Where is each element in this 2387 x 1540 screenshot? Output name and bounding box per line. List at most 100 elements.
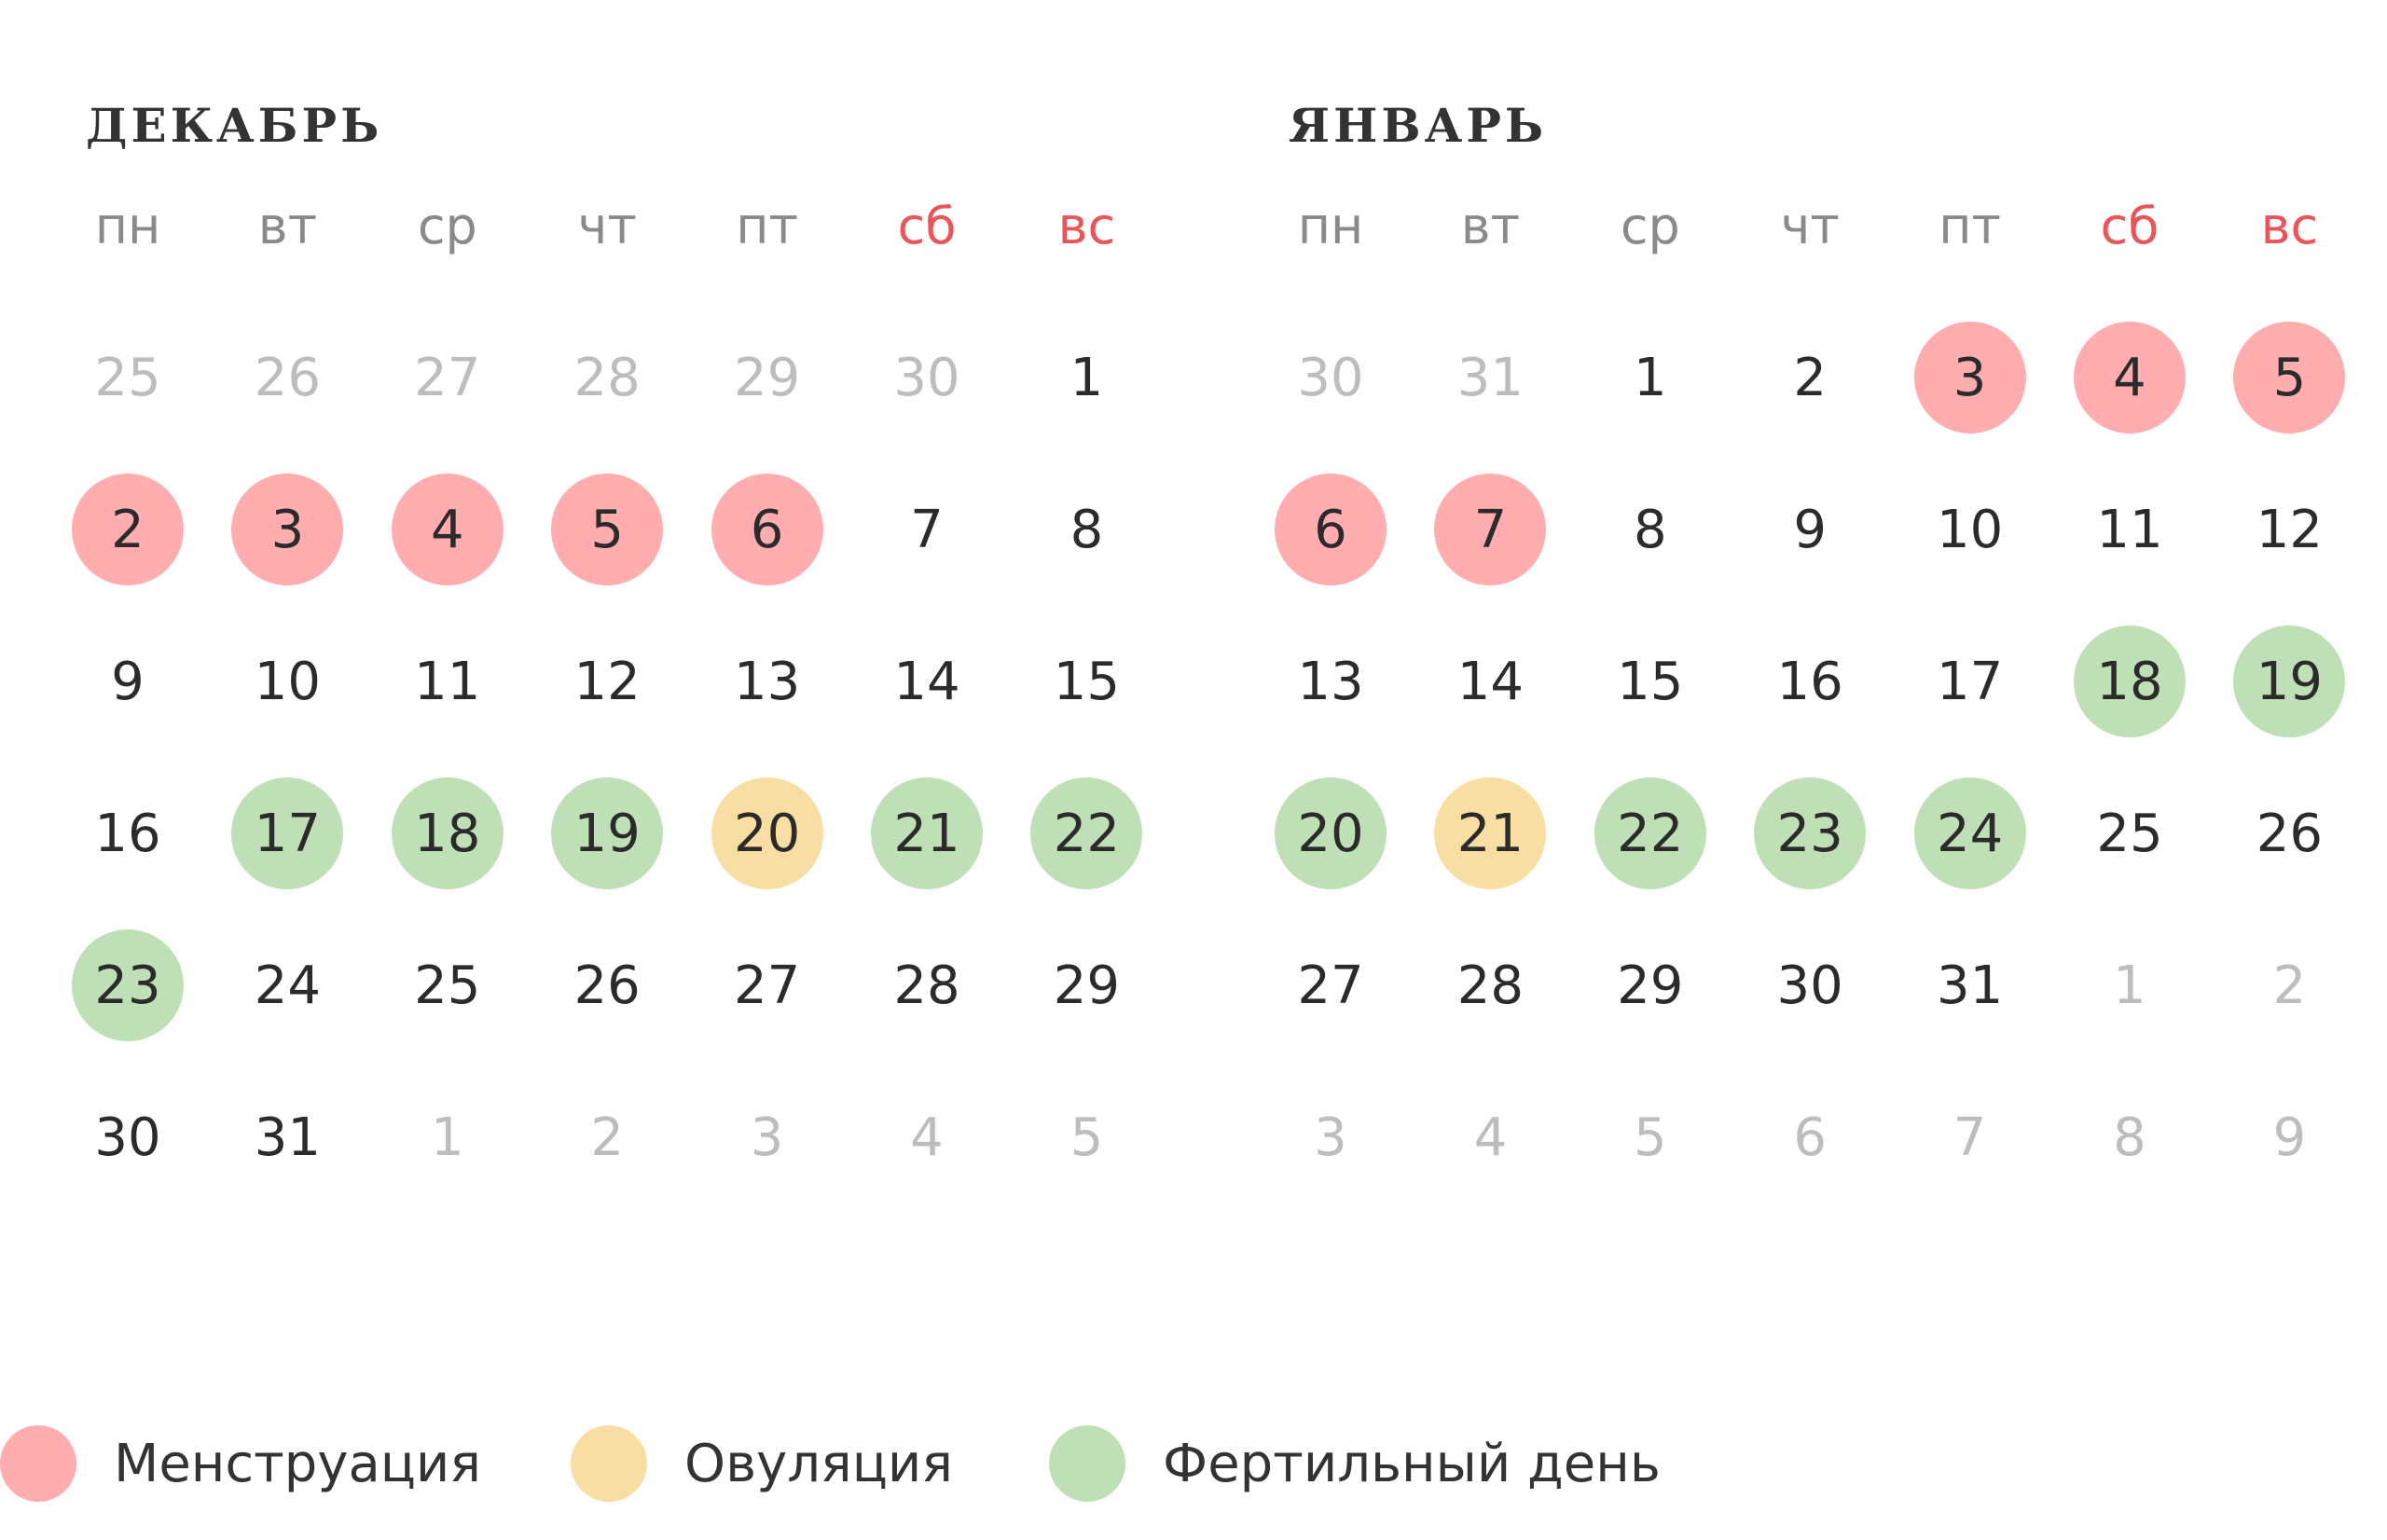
day-cell[interactable]: 6 [711, 474, 823, 585]
day-cell[interactable]: 10 [254, 651, 322, 712]
day-cell[interactable]: 7 [910, 499, 944, 560]
day-cell[interactable]: 21 [871, 777, 983, 889]
day-cell-other-month[interactable]: 26 [254, 347, 322, 408]
month-title: ДЕКАБРЬ [86, 98, 383, 153]
day-cell[interactable]: 18 [2074, 626, 2186, 737]
day-cell[interactable]: 15 [1053, 651, 1121, 712]
day-cell[interactable]: 28 [893, 955, 960, 1016]
day-cell[interactable]: 14 [893, 651, 960, 712]
day-cell[interactable]: 25 [2096, 803, 2163, 864]
day-cell[interactable]: 27 [733, 955, 801, 1016]
weekday-fri: пт [736, 197, 798, 255]
day-cell[interactable]: 26 [2256, 803, 2324, 864]
day-cell-other-month[interactable]: 2 [2272, 955, 2307, 1016]
day-cell-other-month[interactable]: 6 [1793, 1107, 1827, 1168]
day-cell[interactable]: 23 [1754, 777, 1867, 889]
ovulation-dot-icon [571, 1425, 647, 1502]
day-cell[interactable]: 7 [1434, 474, 1547, 585]
legend: Менструация Овуляция Фертильный день [0, 1417, 2387, 1510]
day-cell[interactable]: 17 [1936, 651, 2004, 712]
day-cell-other-month[interactable]: 7 [1952, 1107, 1987, 1168]
day-cell[interactable]: 17 [231, 777, 344, 889]
day-cell[interactable]: 11 [414, 651, 481, 712]
day-cell[interactable]: 13 [1297, 651, 1364, 712]
day-cell[interactable]: 3 [231, 474, 344, 585]
day-cell[interactable]: 12 [2256, 499, 2324, 560]
day-cell-other-month[interactable]: 1 [2113, 955, 2146, 1016]
day-cell-other-month[interactable]: 9 [2272, 1107, 2307, 1168]
weekday-sun: вс [2260, 197, 2319, 255]
day-cell[interactable]: 6 [1275, 474, 1387, 585]
weekday-tue: вт [257, 197, 318, 255]
day-cell[interactable]: 29 [1053, 955, 1121, 1016]
day-cell-other-month[interactable]: 8 [2113, 1107, 2146, 1168]
day-cell-other-month[interactable]: 1 [430, 1107, 464, 1168]
day-cell[interactable]: 5 [2233, 322, 2346, 433]
day-cell[interactable]: 24 [1913, 777, 2026, 889]
day-cell[interactable]: 30 [1776, 955, 1843, 1016]
day-cell[interactable]: 3 [1913, 322, 2026, 433]
day-cell[interactable]: 20 [1275, 777, 1387, 889]
day-cell[interactable]: 30 [94, 1107, 161, 1168]
day-cell[interactable]: 29 [1617, 955, 1684, 1016]
day-cell-other-month[interactable]: 25 [94, 347, 161, 408]
weekday-sat: сб [897, 197, 957, 255]
day-cell[interactable]: 26 [573, 955, 641, 1016]
day-cell[interactable]: 23 [72, 929, 184, 1041]
day-cell[interactable]: 31 [254, 1107, 322, 1168]
day-cell[interactable]: 2 [1793, 347, 1827, 408]
day-cell-other-month[interactable]: 30 [1297, 347, 1364, 408]
day-cell[interactable]: 8 [1633, 499, 1667, 560]
day-cell[interactable]: 4 [2074, 322, 2186, 433]
weekday-tue: вт [1460, 197, 1521, 255]
day-cell-other-month[interactable]: 3 [1314, 1107, 1347, 1168]
day-cell[interactable]: 5 [551, 474, 664, 585]
legend-label: Менструация [114, 1433, 481, 1494]
day-cell[interactable]: 2 [72, 474, 184, 585]
day-cell[interactable]: 27 [1297, 955, 1364, 1016]
weekday-wed: ср [417, 197, 477, 255]
day-cell-other-month[interactable]: 4 [910, 1107, 944, 1168]
day-cell[interactable]: 24 [254, 955, 322, 1016]
day-cell[interactable]: 16 [94, 803, 161, 864]
day-cell[interactable]: 31 [1936, 955, 2004, 1016]
day-cell[interactable]: 4 [391, 474, 504, 585]
day-cell[interactable]: 12 [573, 651, 641, 712]
day-cell[interactable]: 10 [1936, 499, 2004, 560]
day-cell[interactable]: 16 [1776, 651, 1843, 712]
month-january: ЯНВАРЬ пн вт ср чт пт сб вс 30 31 1 2 3 4 5 6 7 8 9 10 11 1… [1203, 0, 2346, 1212]
day-cell[interactable]: 19 [551, 777, 664, 889]
weekday-thu: чт [577, 197, 637, 255]
day-cell-other-month[interactable]: 2 [590, 1107, 624, 1168]
day-cell[interactable]: 28 [1456, 955, 1525, 1016]
day-cell[interactable]: 18 [391, 777, 504, 889]
day-cell-other-month[interactable]: 31 [1456, 347, 1525, 408]
day-cell[interactable]: 1 [1633, 347, 1667, 408]
day-cell[interactable]: 21 [1434, 777, 1547, 889]
day-cell-other-month[interactable]: 28 [573, 347, 641, 408]
menstruation-dot-icon [0, 1425, 76, 1502]
day-cell[interactable]: 25 [414, 955, 481, 1016]
day-cell[interactable]: 8 [1069, 499, 1104, 560]
day-cell[interactable]: 9 [111, 651, 145, 712]
day-cell[interactable]: 11 [2096, 499, 2163, 560]
weekday-mon: пн [94, 197, 161, 255]
day-cell-other-month[interactable]: 30 [893, 347, 960, 408]
day-cell-other-month[interactable]: 3 [750, 1107, 784, 1168]
day-cell-other-month[interactable]: 4 [1473, 1107, 1508, 1168]
day-cell[interactable]: 15 [1617, 651, 1684, 712]
day-cell[interactable]: 20 [711, 777, 823, 889]
day-cell[interactable]: 22 [1594, 777, 1706, 889]
day-cell-other-month[interactable]: 29 [733, 347, 801, 408]
weekday-sun: вс [1057, 197, 1116, 255]
day-cell[interactable]: 13 [733, 651, 801, 712]
weekday-wed: ср [1620, 197, 1680, 255]
day-cell[interactable]: 19 [2233, 626, 2346, 737]
day-cell[interactable]: 14 [1456, 651, 1525, 712]
day-cell-other-month[interactable]: 5 [1633, 1107, 1667, 1168]
day-cell[interactable]: 1 [1069, 347, 1104, 408]
day-cell-other-month[interactable]: 27 [414, 347, 481, 408]
day-cell-other-month[interactable]: 5 [1069, 1107, 1104, 1168]
day-cell[interactable]: 9 [1793, 499, 1827, 560]
day-cell[interactable]: 22 [1030, 777, 1143, 889]
